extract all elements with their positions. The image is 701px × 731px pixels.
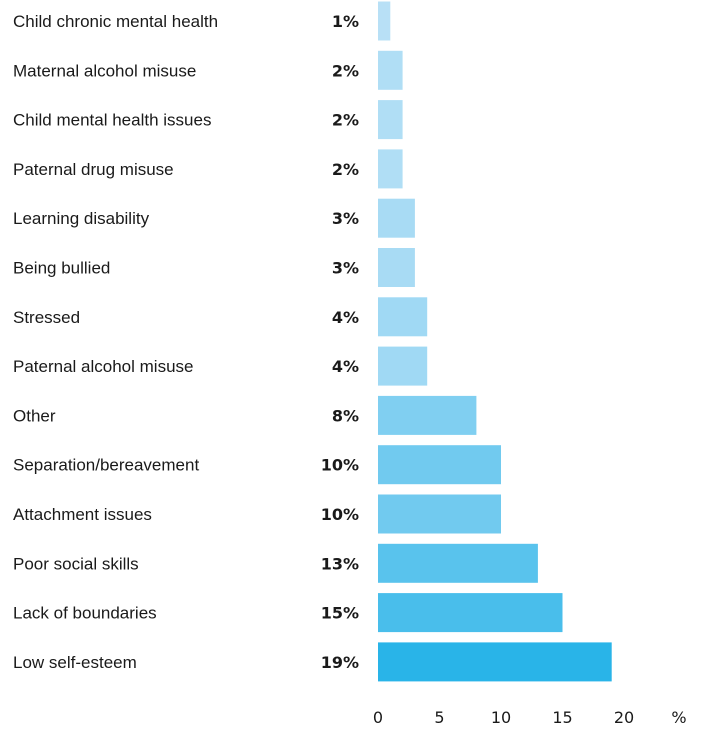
bar	[378, 1, 391, 41]
bar	[378, 494, 501, 534]
value-label: 4%	[332, 308, 359, 327]
bar	[378, 149, 403, 189]
value-label: 19%	[321, 653, 359, 672]
x-tick-label: 5	[434, 708, 444, 727]
bar	[378, 642, 612, 682]
bar	[378, 248, 415, 287]
value-label: 3%	[332, 209, 359, 228]
bar	[378, 198, 415, 238]
x-tick-label: 15	[552, 708, 572, 727]
category-label: Stressed	[13, 308, 80, 327]
x-tick-label: 0	[373, 708, 383, 727]
value-label: 8%	[332, 406, 359, 425]
value-label: 2%	[332, 61, 359, 80]
chart-rows: Child chronic mental health 1% Maternal al…	[13, 1, 612, 682]
value-label: 2%	[332, 111, 359, 130]
value-label: 10%	[321, 456, 359, 475]
value-label: 1%	[332, 12, 359, 31]
bar	[378, 100, 403, 140]
x-axis-unit: %	[671, 708, 686, 727]
value-label: 15%	[321, 604, 359, 623]
category-label: Low self-esteem	[13, 653, 137, 672]
bar	[378, 593, 563, 633]
bar	[378, 543, 538, 583]
category-label: Lack of boundaries	[13, 604, 157, 623]
category-label: Poor social skills	[13, 554, 139, 573]
category-label: Child chronic mental health	[13, 12, 218, 31]
bar	[378, 445, 501, 485]
value-label: 2%	[332, 160, 359, 179]
value-label: 13%	[321, 554, 359, 573]
value-label: 10%	[321, 505, 359, 524]
category-label: Attachment issues	[13, 505, 152, 524]
bar	[378, 297, 428, 337]
category-label: Paternal drug misuse	[13, 160, 174, 179]
bar	[378, 395, 477, 435]
category-label: Separation/bereavement	[13, 456, 199, 475]
category-label: Being bullied	[13, 259, 110, 278]
category-label: Learning disability	[13, 209, 150, 228]
bar	[378, 346, 428, 386]
value-label: 3%	[332, 259, 359, 278]
category-label: Other	[13, 406, 56, 425]
category-label: Paternal alcohol misuse	[13, 357, 193, 376]
bar	[378, 50, 403, 90]
x-tick-label: 10	[491, 708, 511, 727]
category-label: Maternal alcohol misuse	[13, 61, 196, 80]
x-tick-label: 20	[614, 708, 634, 727]
category-label: Child mental health issues	[13, 111, 211, 130]
value-label: 4%	[332, 357, 359, 376]
x-axis: % 0 5 10 15 20	[373, 708, 687, 727]
